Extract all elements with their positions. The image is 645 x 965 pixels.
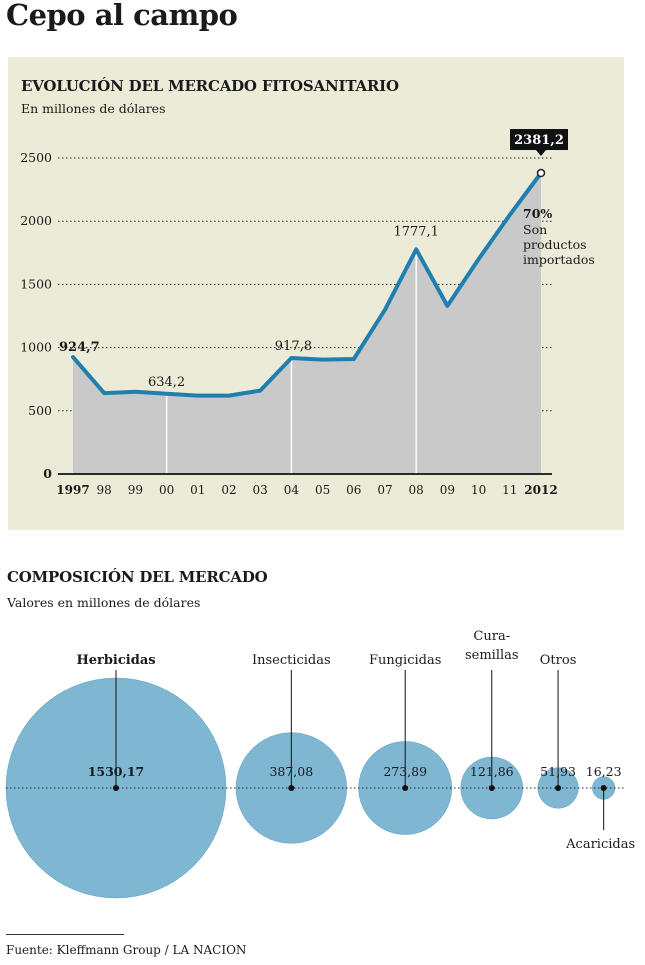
series-line [71, 171, 543, 398]
data-label: 924,7 [59, 340, 100, 355]
bubble-value-label: 273,89 [383, 764, 427, 779]
annotation-text: Son [523, 222, 547, 237]
x-tick-label: 99 [128, 483, 143, 497]
x-tick-label: 04 [284, 483, 300, 497]
line-chart-subtitle: En millones de dólares [21, 101, 166, 116]
end-point-marker [536, 168, 546, 178]
area-fill [73, 173, 541, 474]
bubble-value-label: 121,86 [470, 764, 514, 779]
data-point [508, 213, 512, 217]
annotation-text: importados [523, 252, 595, 267]
bubble-value-label: 16,23 [586, 764, 622, 779]
highlight-label-pointer [536, 150, 546, 157]
data-point [227, 394, 231, 398]
y-tick-label: 500 [28, 403, 52, 418]
x-tick-label: 08 [409, 483, 424, 497]
data-point [289, 356, 293, 360]
data-point [133, 390, 137, 394]
bubble-chart: Herbicidas 1530,17 Insecticidas 387,08 Fungi… [5, 629, 635, 899]
source-footer: Fuente: Kleffmann Group / LA NACION [6, 943, 247, 957]
footer-divider [6, 934, 124, 935]
data-label: 917,8 [275, 339, 312, 354]
x-tick-label: 00 [159, 483, 174, 497]
data-label: 634,2 [148, 375, 185, 390]
x-tick-label: 98 [97, 483, 112, 497]
bubble-name-label: Otros [540, 653, 577, 668]
bubble-value-label: 51,93 [540, 764, 576, 779]
bubble-value-label: 387,08 [269, 764, 313, 779]
x-tick-label: 11 [502, 483, 517, 497]
data-label: 1777,1 [393, 224, 439, 239]
x-tick-label: 2012 [524, 483, 557, 497]
data-point [383, 308, 387, 312]
bubble-name-label: Acaricidas [565, 837, 635, 852]
data-point [102, 391, 106, 395]
data-point [71, 355, 75, 359]
y-tick-label: 2500 [20, 150, 52, 165]
x-tick-label: 10 [471, 483, 486, 497]
highlight-label-box [510, 129, 568, 151]
bubble-chart-subtitle: Valores en millones de dólares [7, 595, 201, 610]
x-tick-label: 01 [190, 483, 205, 497]
data-point [165, 392, 169, 396]
y-tick-label: 1500 [20, 276, 52, 291]
data-point [352, 357, 356, 361]
annotation-percent: 70% [523, 206, 552, 221]
x-tick-label: 1997 [56, 483, 89, 497]
annotation-text: productos [523, 237, 587, 252]
line-chart-title: EVOLUCIÓN DEL MERCADO FITOSANITARIO [21, 77, 399, 95]
bubble-chart-title: COMPOSICIÓN DEL MERCADO [7, 568, 268, 586]
data-point [414, 247, 418, 251]
bubble-name-label: semillas [465, 648, 519, 663]
data-point [445, 304, 449, 308]
data-label: 2381,2 [514, 133, 564, 148]
data-point [196, 394, 200, 398]
bubble-name-label: Insecticidas [252, 653, 331, 668]
x-tick-label: 09 [440, 483, 455, 497]
y-tick-label: 0 [43, 466, 52, 481]
data-point [258, 389, 262, 393]
bubble-value-label: 1530,17 [88, 764, 145, 779]
x-tick-label: 02 [221, 483, 236, 497]
y-tick-label: 1000 [20, 340, 52, 355]
bubble-name-label: Fungicidas [369, 653, 441, 668]
y-tick-label: 2000 [20, 213, 52, 228]
x-tick-label: 07 [377, 483, 392, 497]
data-point [477, 257, 481, 261]
x-tick-label: 06 [346, 483, 361, 497]
x-tick-label: 03 [253, 483, 268, 497]
bubble-name-label: Cura- [473, 629, 510, 644]
line-chart: 0 500 1000 1500 2000 2500 1997 98 99 00 01 02 03 04 05… [20, 129, 595, 497]
x-tick-label: 05 [315, 483, 330, 497]
page-title: Cepo al campo [6, 0, 238, 32]
bubble-name-label: Herbicidas [76, 653, 155, 668]
data-point [321, 358, 325, 362]
